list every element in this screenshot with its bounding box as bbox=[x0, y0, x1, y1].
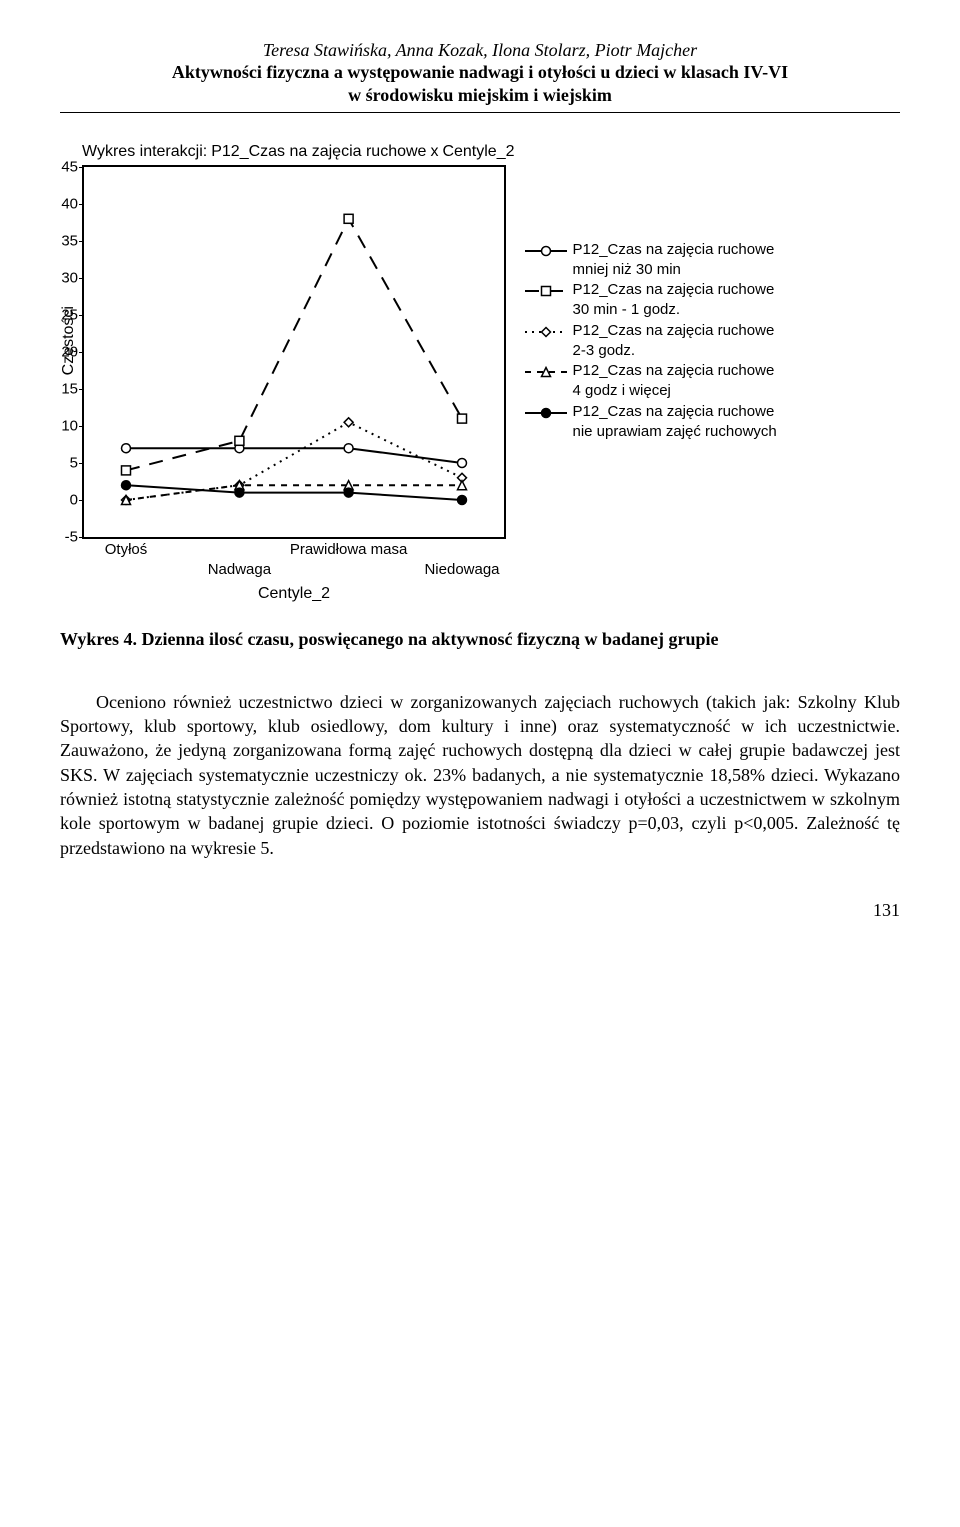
y-tick-label: 40 bbox=[61, 195, 84, 212]
y-tick-label: 20 bbox=[61, 343, 84, 360]
y-tick-label: 0 bbox=[70, 491, 84, 508]
chart-title-prefix: Wykres interakcji: bbox=[82, 143, 207, 161]
legend-swatch bbox=[525, 242, 567, 260]
page-number: 131 bbox=[60, 900, 900, 921]
x-axis-title: Centyle_2 bbox=[258, 537, 330, 603]
legend-item: P12_Czas na zajęcia ruchowe 4 godz i wię… bbox=[525, 361, 785, 402]
y-tick-label: -5 bbox=[65, 528, 84, 545]
y-tick-label: 25 bbox=[61, 306, 84, 323]
y-tick-label: 15 bbox=[61, 380, 84, 397]
legend-label: P12_Czas na zajęcia ruchowe mniej niż 30… bbox=[573, 240, 785, 281]
legend-swatch bbox=[525, 323, 567, 341]
x-tick-label: Otyłoś bbox=[105, 537, 148, 558]
chart-container: Częstości Wykres interakcji: P12_Czas na… bbox=[60, 143, 900, 539]
legend-swatch bbox=[525, 404, 567, 422]
y-tick-label: 10 bbox=[61, 417, 84, 434]
legend-item: P12_Czas na zajęcia ruchowe mniej niż 30… bbox=[525, 240, 785, 281]
chart-title: Wykres interakcji: P12_Czas na zajęcia r… bbox=[82, 143, 515, 161]
chart-title-var1: P12_Czas na zajęcia ruchowe bbox=[211, 143, 426, 161]
y-tick-label: 5 bbox=[70, 454, 84, 471]
legend-label: P12_Czas na zajęcia ruchowe nie uprawiam… bbox=[573, 402, 785, 443]
chart-plot-area: -5051015202530354045OtyłośNadwagaPrawidł… bbox=[82, 165, 506, 539]
paper-title-line2: w środowisku miejskim i wiejskim bbox=[60, 84, 900, 107]
body-paragraph: Oceniono również uczestnictwo dzieci w z… bbox=[60, 690, 900, 860]
legend-item: P12_Czas na zajęcia ruchowe 30 min - 1 g… bbox=[525, 280, 785, 321]
legend-item: P12_Czas na zajęcia ruchowe nie uprawiam… bbox=[525, 402, 785, 443]
y-tick-label: 45 bbox=[61, 158, 84, 175]
series-line bbox=[126, 219, 462, 471]
paper-title-line1: Aktywności fizyczna a występowanie nadwa… bbox=[60, 61, 900, 84]
x-tick-label: Niedowaga bbox=[424, 537, 499, 578]
legend-label: P12_Czas na zajęcia ruchowe 2-3 godz. bbox=[573, 321, 785, 362]
authors: Teresa Stawińska, Anna Kozak, Ilona Stol… bbox=[60, 40, 900, 61]
legend-label: P12_Czas na zajęcia ruchowe 4 godz i wię… bbox=[573, 361, 785, 402]
chart-title-sep: x bbox=[430, 143, 438, 161]
series-line bbox=[126, 448, 462, 463]
legend-item: P12_Czas na zajęcia ruchowe 2-3 godz. bbox=[525, 321, 785, 362]
chart-svg bbox=[84, 167, 504, 537]
chart-legend: P12_Czas na zajęcia ruchowe mniej niż 30… bbox=[525, 240, 785, 443]
figure-caption: Wykres 4. Dzienna ilosć czasu, poswięcan… bbox=[60, 629, 900, 650]
chart-title-var2: Centyle_2 bbox=[442, 143, 514, 161]
y-tick-label: 35 bbox=[61, 232, 84, 249]
y-tick-label: 30 bbox=[61, 269, 84, 286]
legend-swatch bbox=[525, 363, 567, 381]
legend-label: P12_Czas na zajęcia ruchowe 30 min - 1 g… bbox=[573, 280, 785, 321]
page-header: Teresa Stawińska, Anna Kozak, Ilona Stol… bbox=[60, 40, 900, 113]
legend-swatch bbox=[525, 282, 567, 300]
